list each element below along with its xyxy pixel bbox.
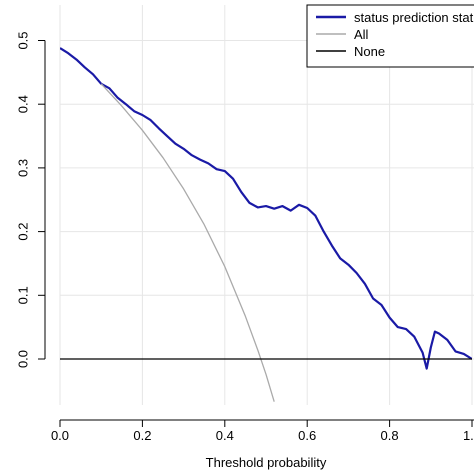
grid xyxy=(59,5,474,405)
legend-label-none: None xyxy=(354,44,385,59)
y-tick-label-5: 0.5 xyxy=(15,31,30,49)
series-lines xyxy=(60,47,472,402)
y-tick-label-0: 0.0 xyxy=(15,350,30,368)
x-axis-title: Threshold probability xyxy=(206,455,327,470)
series-line-1 xyxy=(100,83,275,402)
y-tick-label-4: 0.4 xyxy=(15,95,30,113)
x-tick-label-4: 0.8 xyxy=(381,428,399,443)
axes: 0.0 0.1 0.2 0.3 0.4 0.5 0.0 0.2 0.4 0.6 0.8 1.0 xyxy=(15,31,474,443)
x-tick-label-3: 0.6 xyxy=(298,428,316,443)
y-tick-label-1: 0.1 xyxy=(15,286,30,304)
legend-label-status: status prediction stat xyxy=(354,10,474,25)
y-tick-label-3: 0.3 xyxy=(15,159,30,177)
y-tick-label-2: 0.2 xyxy=(15,223,30,241)
x-tick-label-5: 1.0 xyxy=(463,428,474,443)
legend-label-all: All xyxy=(354,27,369,42)
x-tick-label-1: 0.2 xyxy=(133,428,151,443)
x-tick-label-2: 0.4 xyxy=(216,428,234,443)
x-tick-label-0: 0.0 xyxy=(51,428,69,443)
series-line-0 xyxy=(60,47,472,370)
legend-box xyxy=(306,4,474,68)
legend: status prediction stat All None xyxy=(306,4,474,68)
